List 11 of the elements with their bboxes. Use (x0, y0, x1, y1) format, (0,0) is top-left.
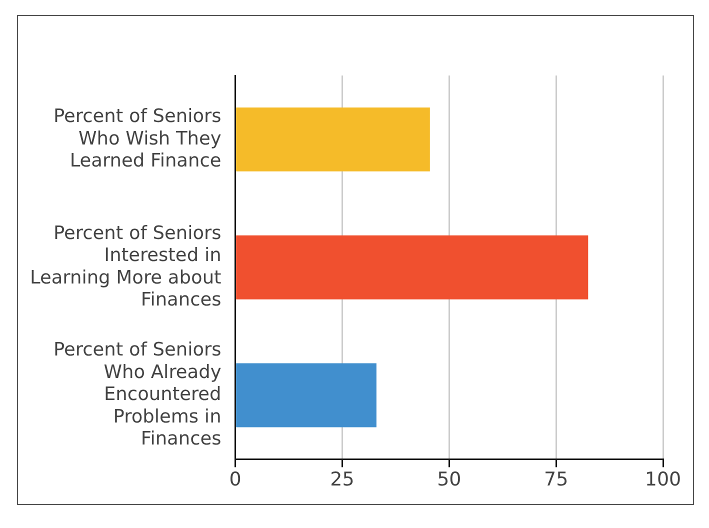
bar (236, 235, 588, 300)
bar (236, 363, 376, 428)
y-tick-label: Percent of Seniors Who Wish They Learned Finance (54, 106, 222, 172)
x-tick-label: 100 (644, 468, 682, 491)
bar (236, 107, 430, 172)
y-tick-label: Percent of Seniors Who Already Encountered Problems in Finances (54, 340, 222, 450)
x-tick-label: 0 (229, 468, 242, 491)
x-tick-label: 50 (437, 468, 462, 491)
y-tick-label: Percent of Seniors Interested in Learning More about Finances (30, 222, 222, 310)
x-tick-label: 25 (330, 468, 354, 491)
x-tick-label: 75 (544, 468, 568, 491)
